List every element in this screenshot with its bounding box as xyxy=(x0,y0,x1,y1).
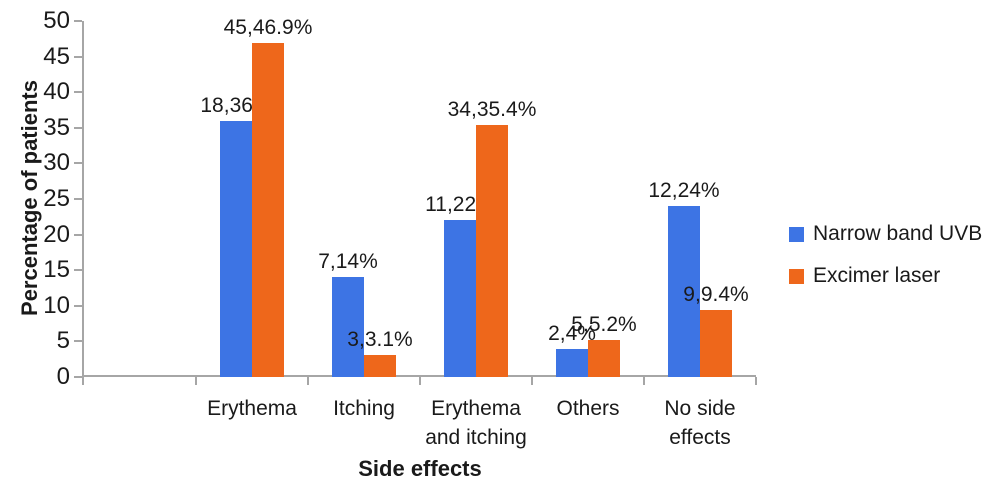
y-tick-label: 30 xyxy=(43,149,70,177)
y-tick-label: 5 xyxy=(56,327,70,355)
category-label: Erythema and itching xyxy=(425,397,527,449)
value-label: 3,3.1% xyxy=(347,327,413,351)
excimer-laser-swatch-icon xyxy=(789,268,804,284)
category-label: Others xyxy=(556,397,620,420)
y-tick-label: 25 xyxy=(43,185,70,212)
x-tick-mark xyxy=(307,377,309,385)
bar-narrow-band-uvb xyxy=(556,348,588,377)
value-label: 34,35.4% xyxy=(447,97,537,121)
value-label: 2,4% xyxy=(548,321,596,345)
y-tick-label: 35 xyxy=(43,113,70,141)
value-label: 7,14% xyxy=(318,250,378,274)
bar-narrow-band-uvb xyxy=(668,206,700,377)
y-tick-label: 0 xyxy=(56,363,70,390)
y-tick-mark xyxy=(74,126,82,129)
bar-excimer-laser xyxy=(252,43,284,377)
value-label: 5,5.2% xyxy=(571,312,637,336)
bar-narrow-band-uvb xyxy=(220,120,252,377)
y-tick-label: 20 xyxy=(43,220,70,248)
value-label: 9,9.4% xyxy=(683,283,749,307)
y-tick-mark xyxy=(74,20,82,22)
y-tick-mark xyxy=(74,304,82,307)
value-label: 12,24% xyxy=(648,179,720,203)
bar-excimer-laser xyxy=(588,339,620,377)
y-tick-mark xyxy=(74,162,82,165)
legend: Narrow band UVB Excimer laser xyxy=(789,221,982,305)
y-tick-mark xyxy=(74,55,82,58)
bar-excimer-laser xyxy=(476,124,508,377)
y-tick-mark xyxy=(74,269,82,272)
y-tick-mark xyxy=(74,91,82,94)
value-label: 45,46.9% xyxy=(223,16,313,40)
legend-label-narrow-band-uvb: Narrow band UVB xyxy=(813,222,983,245)
x-tick-mark xyxy=(755,377,757,385)
y-tick-mark xyxy=(74,233,82,236)
bar-excimer-laser xyxy=(364,354,396,377)
y-tick-mark xyxy=(74,198,82,200)
category-label: Erythema xyxy=(207,397,297,420)
y-tick-label: 40 xyxy=(43,78,70,106)
legend-label-excimer-laser: Excimer laser xyxy=(813,264,941,287)
bar-narrow-band-uvb xyxy=(332,277,364,377)
x-tick-mark xyxy=(531,377,533,385)
y-tick-label: 45 xyxy=(43,42,70,70)
x-axis-title: Side effects xyxy=(358,456,482,481)
x-tick-mark xyxy=(195,377,197,385)
category-label: No side effects xyxy=(664,397,736,449)
x-tick-mark xyxy=(643,377,645,385)
bar-excimer-laser xyxy=(700,310,732,377)
category-label: Itching xyxy=(333,397,395,420)
legend-item-excimer-laser: Excimer laser xyxy=(789,263,982,289)
y-tick-label: 10 xyxy=(43,291,70,319)
y-tick-label: 50 xyxy=(43,7,70,34)
legend-item-narrow-band-uvb: Narrow band UVB xyxy=(789,221,982,247)
x-tick-mark xyxy=(419,377,421,385)
y-axis-line xyxy=(82,21,84,385)
narrow-band-uvb-swatch-icon xyxy=(789,226,804,242)
y-tick-label: 15 xyxy=(43,256,70,284)
bar-narrow-band-uvb xyxy=(444,220,476,377)
y-tick-mark xyxy=(74,340,82,343)
y-tick-mark xyxy=(74,376,82,378)
x-axis-line xyxy=(84,375,756,377)
